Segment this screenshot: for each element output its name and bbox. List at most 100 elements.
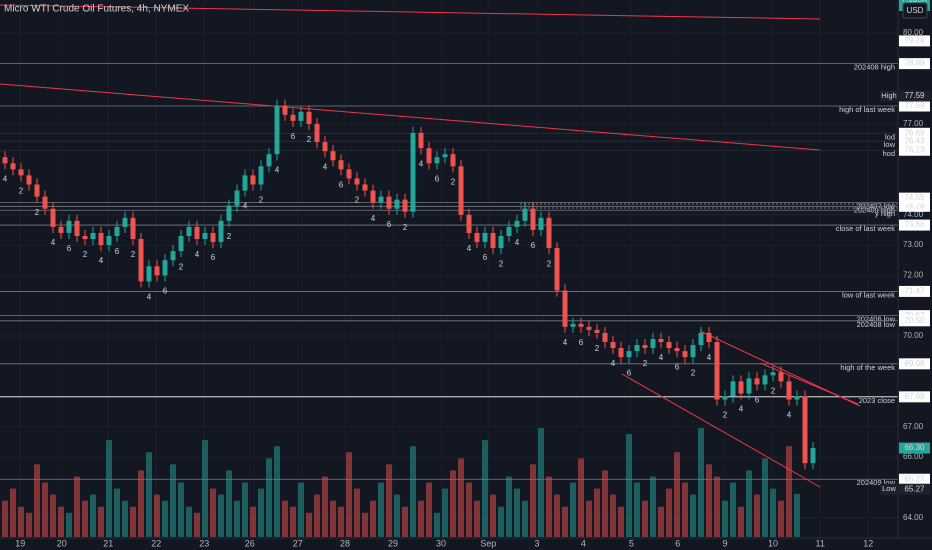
candle-body	[354, 178, 360, 185]
volume-bar	[666, 488, 672, 537]
volume-bar	[410, 446, 416, 537]
candle-body	[690, 345, 696, 358]
candle-body	[754, 378, 760, 385]
volume-bar	[218, 494, 224, 537]
volume-bar	[482, 440, 488, 537]
candle-label: 2	[83, 250, 88, 259]
candle-body	[194, 226, 200, 240]
candle-label: 4	[563, 338, 568, 347]
y-tick-label: 72.00	[903, 270, 924, 279]
volume-bar	[474, 500, 480, 537]
volume-bar	[82, 500, 88, 537]
candle-body	[58, 226, 64, 233]
volume-bar	[34, 464, 40, 537]
candle-body	[578, 323, 584, 327]
price-tags: 78.9977.5976.6976.4376.1374.4174.2873.66…	[880, 0, 930, 495]
price-tag: 77.59	[904, 91, 925, 100]
extreme-name-box	[880, 483, 898, 495]
y-tick-label: 77.00	[903, 119, 924, 128]
extreme-name-box	[880, 90, 898, 102]
volume-bar	[538, 428, 544, 537]
candle-body	[362, 184, 368, 191]
volume-bar	[706, 464, 712, 537]
candle-body	[474, 232, 480, 243]
candle-label: 4	[323, 162, 328, 171]
volume-bar	[146, 452, 152, 537]
candle-label: 6	[435, 174, 440, 183]
volume-bar	[114, 488, 120, 537]
candle-body	[178, 235, 184, 252]
candle-body	[514, 220, 520, 227]
candle-body	[18, 169, 24, 176]
candle-body	[490, 232, 496, 249]
volume-bar	[90, 494, 96, 537]
trendline	[621, 373, 821, 488]
volume-bar	[58, 506, 64, 537]
volume-bar	[682, 482, 688, 537]
candle-label: 2	[771, 386, 776, 395]
volume-bar	[746, 470, 752, 537]
price-tag-box	[899, 144, 930, 156]
y-tick-label: 74.00	[903, 210, 924, 219]
candle-body	[106, 235, 112, 246]
price-tag: 76.69	[904, 128, 925, 137]
candle-body	[66, 220, 72, 233]
candle-body	[538, 217, 544, 230]
volume-bar	[450, 470, 456, 537]
volume-bar	[402, 506, 408, 537]
trendline	[759, 362, 859, 405]
price-tag-box	[899, 285, 930, 297]
volume-bar	[698, 428, 704, 537]
candle-label: 4	[739, 405, 744, 414]
candle-body	[258, 166, 264, 185]
x-tick-label: 4	[581, 538, 586, 548]
volume-bar	[274, 446, 280, 537]
price-tag-box	[899, 200, 930, 212]
volume-bar	[202, 440, 208, 537]
candle-body	[650, 338, 656, 349]
level-label: 202408 high	[854, 63, 895, 72]
candle-body	[146, 266, 152, 282]
candle-body	[770, 372, 776, 376]
candle-label: 2	[403, 223, 408, 232]
volume-bar	[642, 500, 648, 537]
candle-label: 6	[163, 287, 168, 296]
volume-bar	[378, 482, 384, 537]
candle-body	[338, 160, 344, 170]
x-tick-label: 5	[629, 538, 634, 548]
candle-body	[378, 196, 384, 203]
candle-body	[10, 163, 16, 170]
price-tag-box	[899, 192, 930, 204]
volume-bar	[754, 494, 760, 537]
volume-bar	[562, 506, 568, 537]
volume-bar	[42, 482, 48, 537]
y-tick-label: 70.00	[903, 331, 924, 340]
volume-bar	[18, 506, 24, 537]
volume-bar	[610, 494, 616, 537]
candle-body	[98, 232, 104, 246]
x-tick-label: 30	[436, 538, 446, 548]
volume-bar	[554, 494, 560, 537]
volume-bar	[66, 512, 72, 537]
candle-body	[434, 157, 440, 164]
volume-bar	[122, 500, 128, 537]
candle-label: 2	[131, 250, 136, 259]
candle-body	[506, 226, 512, 236]
volume-bar	[418, 500, 424, 537]
candle-body	[458, 166, 464, 215]
candle-body	[218, 220, 224, 243]
volume-bar	[626, 434, 632, 537]
candle-label: 2	[499, 259, 504, 268]
volume-bar	[514, 488, 520, 537]
candle-label: 6	[579, 338, 584, 347]
volume-bar	[314, 494, 320, 537]
chart-title: Micro WTI Crude Oil Futures, 4h, NYMEX	[4, 4, 189, 15]
candle-label: 4	[787, 411, 792, 420]
candle-body	[450, 154, 456, 167]
currency-box[interactable]	[902, 2, 928, 19]
candle-body	[722, 396, 728, 400]
volume-bar	[178, 482, 184, 537]
currency[interactable]: USD	[907, 6, 924, 15]
